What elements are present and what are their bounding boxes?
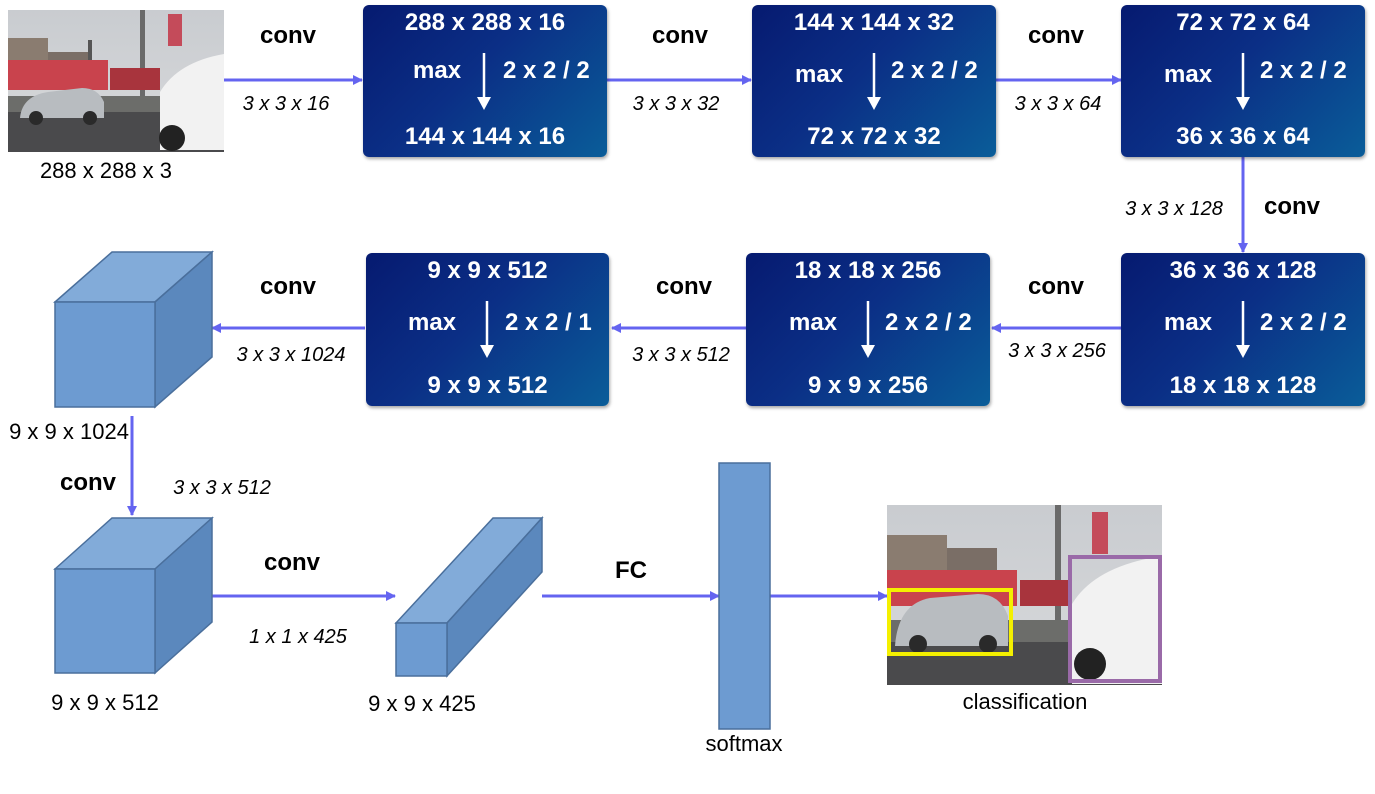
edge-kernel-label: 3 x 3 x 16 [243,93,331,115]
conv-block-2: 144 x 144 x 32 max 2 x 2 / 2 72 x 72 x 3… [752,5,996,157]
block-pool-label: 2 x 2 / 1 [505,309,592,336]
block-output-shape: 144 x 144 x 16 [404,123,566,150]
down-arrow-icon [477,53,491,110]
conv-block-6: 9 x 9 x 512 max 2 x 2 / 1 9 x 9 x 512 [366,253,609,406]
block-output-shape: 9 x 9 x 256 [807,372,929,399]
block-input-shape: 36 x 36 x 128 [1169,257,1317,284]
block-pool-label: 2 x 2 / 2 [1260,309,1347,336]
block-input-shape: 144 x 144 x 32 [793,9,955,36]
block-op-label: max [1164,309,1213,336]
edge-op-label: conv [260,273,317,300]
tensor-shape-label: 9 x 9 x 425 [368,691,476,716]
block-input-shape: 9 x 9 x 512 [427,257,548,284]
block-pool-label: 2 x 2 / 2 [885,309,972,336]
edge-kernel-label: 1 x 1 x 425 [249,626,348,648]
edge-op-label: conv [260,22,317,49]
down-arrow-icon [1236,301,1250,358]
block-pool-label: 2 x 2 / 2 [891,57,978,84]
edge-kernel-label: 3 x 3 x 512 [632,344,730,366]
block-output-shape: 36 x 36 x 64 [1176,123,1310,150]
input-image [8,10,224,152]
block-output-shape: 18 x 18 x 128 [1169,372,1317,399]
block-output-shape: 72 x 72 x 32 [807,123,941,150]
tensor-shape-label: 9 x 9 x 1024 [9,419,129,444]
edge-op-label: FC [615,557,647,584]
conv-block-3: 72 x 72 x 64 max 2 x 2 / 2 36 x 36 x 64 [1121,5,1365,157]
edge-kernel-label: 3 x 3 x 1024 [237,344,346,366]
block-op-label: max [795,61,844,88]
block-input-shape: 18 x 18 x 256 [794,257,942,284]
conv-block-5: 18 x 18 x 256 max 2 x 2 / 2 9 x 9 x 256 [746,253,990,406]
block-op-label: max [408,309,457,336]
softmax-bar [718,462,771,730]
edge-kernel-label: 3 x 3 x 128 [1125,198,1223,220]
down-arrow-icon [480,301,494,358]
cube-9x9x1024 [53,250,214,409]
edge-op-label: conv [1028,22,1085,49]
bounding-box-car [887,588,1013,656]
down-arrow-icon [867,53,881,110]
edge-op-label: conv [264,549,321,576]
edge-kernel-label: 3 x 3 x 32 [633,93,720,115]
down-arrow-icon [1236,53,1250,110]
edge-op-label: conv [1028,273,1085,300]
block-op-label: max [1164,61,1213,88]
conv-block-1: 288 x 288 x 16 max 2 x 2 / 2 144 x 144 x… [363,5,607,157]
block-pool-label: 2 x 2 / 2 [503,57,590,84]
edge-op-label: conv [652,22,709,49]
output-label: classification [963,689,1088,714]
block-op-label: max [789,309,838,336]
edge-kernel-label: 3 x 3 x 256 [1008,340,1107,362]
block-op-label: max [413,57,462,84]
edge-kernel-label: 3 x 3 x 64 [1015,93,1102,115]
arrows [127,75,1248,601]
output-image [887,505,1162,685]
tensor-shape-label: 9 x 9 x 512 [51,690,159,715]
softmax-label: softmax [705,731,782,756]
block-input-shape: 72 x 72 x 64 [1176,9,1310,36]
conv-block-4: 36 x 36 x 128 max 2 x 2 / 2 18 x 18 x 12… [1121,253,1365,406]
block-input-shape: 288 x 288 x 16 [404,9,566,36]
prism-9x9x425 [394,516,544,678]
cube-9x9x512 [53,516,214,675]
block-pool-label: 2 x 2 / 2 [1260,57,1347,84]
edge-op-label: conv [60,469,117,496]
edge-op-label: conv [1264,193,1321,220]
down-arrow-icon [861,301,875,358]
block-output-shape: 9 x 9 x 512 [427,372,548,399]
edge-op-label: conv [656,273,713,300]
input-shape-label: 288 x 288 x 3 [40,158,172,183]
bounding-box-truck [1068,555,1162,683]
edge-kernel-label: 3 x 3 x 512 [173,477,271,499]
